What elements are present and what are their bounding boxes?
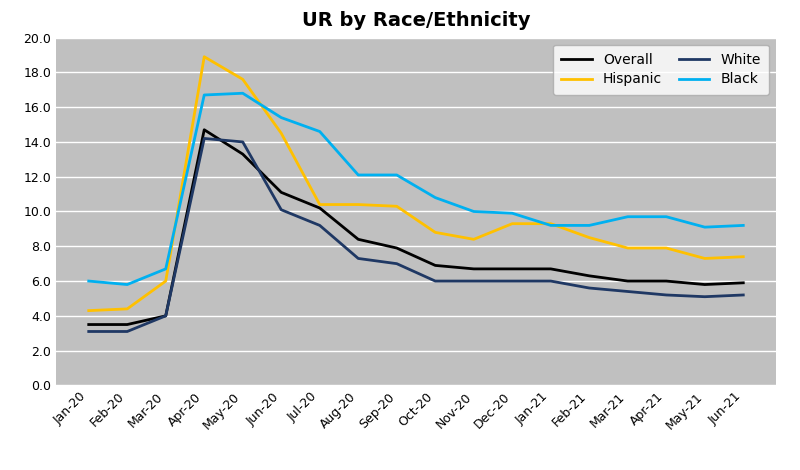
Overall [546,266,555,272]
Overall [315,205,325,211]
White [585,285,594,291]
White [700,294,710,299]
Hispanic [161,278,170,284]
Overall [84,321,94,327]
Overall [199,127,209,133]
Overall [507,266,517,272]
Overall [662,278,671,284]
Overall [161,313,170,319]
Black [430,195,440,200]
White [469,278,478,284]
Black [122,282,132,287]
Overall [392,245,402,251]
Black [315,129,325,134]
White [392,261,402,266]
Overall [122,321,132,327]
Overall [277,189,286,195]
Black [507,211,517,216]
Overall [738,280,748,286]
Hispanic [354,202,363,207]
White [199,136,209,141]
Hispanic [546,221,555,227]
White [546,278,555,284]
White [122,329,132,334]
Hispanic [84,308,94,313]
Overall [354,236,363,242]
Black [161,266,170,272]
White [161,313,170,319]
Line: White: White [89,139,743,331]
Legend: Overall, Hispanic, White, Black: Overall, Hispanic, White, Black [553,45,769,95]
Overall [238,151,247,157]
Hispanic [623,245,633,251]
Black [199,92,209,98]
Overall [430,263,440,268]
White [430,278,440,284]
Overall [700,282,710,287]
White [507,278,517,284]
Hispanic [199,54,209,60]
Black [238,90,247,96]
White [84,329,94,334]
White [238,139,247,145]
Black [546,223,555,228]
Overall [469,266,478,272]
Line: Hispanic: Hispanic [89,57,743,311]
Black [277,115,286,120]
Overall [585,273,594,279]
Line: Overall: Overall [89,130,743,324]
Black [469,209,478,214]
Hispanic [700,256,710,261]
Black [662,214,671,219]
Black [700,224,710,230]
White [315,223,325,228]
White [277,207,286,212]
Line: Black: Black [89,93,743,284]
Black [392,172,402,178]
White [662,292,671,298]
Title: UR by Race/Ethnicity: UR by Race/Ethnicity [302,11,530,31]
Hispanic [430,229,440,235]
Overall [623,278,633,284]
Hispanic [277,130,286,136]
Hispanic [507,221,517,227]
White [738,292,748,298]
Hispanic [662,245,671,251]
Hispanic [738,254,748,259]
Hispanic [122,306,132,312]
White [623,289,633,294]
Hispanic [469,236,478,242]
Hispanic [392,204,402,209]
Black [585,223,594,228]
Hispanic [585,235,594,240]
White [354,256,363,261]
Black [738,223,748,228]
Hispanic [238,77,247,82]
Hispanic [315,202,325,207]
Black [623,214,633,219]
Black [84,278,94,284]
Black [354,172,363,178]
